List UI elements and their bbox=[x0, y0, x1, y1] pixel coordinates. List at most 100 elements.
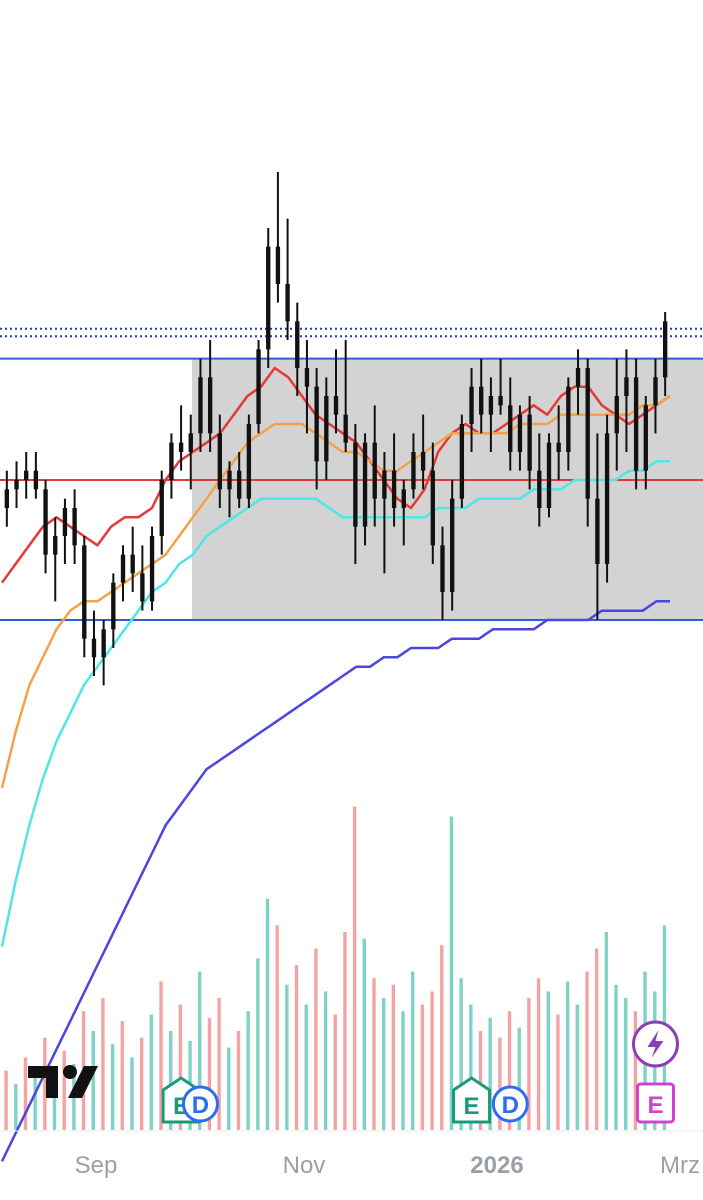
volume-bar bbox=[556, 1014, 560, 1130]
candle bbox=[246, 414, 252, 508]
tv-logo bbox=[28, 1065, 98, 1098]
candle-body bbox=[111, 582, 116, 630]
candle bbox=[430, 442, 435, 564]
candle bbox=[266, 228, 271, 368]
candle-body bbox=[420, 452, 426, 471]
candle bbox=[643, 396, 648, 490]
x-tick-label: Nov bbox=[283, 1152, 326, 1179]
volume-bar bbox=[624, 998, 628, 1130]
volume-bar bbox=[246, 1011, 250, 1130]
candle bbox=[101, 620, 106, 686]
dividend-label: D bbox=[192, 1092, 209, 1119]
volume-bar bbox=[585, 971, 589, 1130]
candle bbox=[295, 302, 300, 396]
candle-body bbox=[91, 638, 97, 658]
candle-body bbox=[449, 498, 455, 592]
volume-bar bbox=[285, 984, 289, 1130]
candle bbox=[479, 358, 484, 434]
earnings-label: E bbox=[464, 1093, 480, 1120]
volume-bar bbox=[536, 978, 541, 1130]
candle bbox=[33, 452, 39, 499]
candle bbox=[91, 610, 97, 676]
volume-bar bbox=[198, 971, 202, 1130]
volume-bar bbox=[14, 1083, 18, 1130]
candle bbox=[546, 433, 552, 518]
volume-bar bbox=[256, 958, 260, 1130]
candle-body bbox=[362, 442, 368, 527]
candle bbox=[662, 312, 668, 396]
candle-body bbox=[324, 396, 329, 462]
volume-bar bbox=[43, 1037, 47, 1130]
volume-bar bbox=[91, 1031, 95, 1130]
candle-body bbox=[401, 489, 406, 508]
candle-body bbox=[130, 554, 135, 574]
candle-body bbox=[120, 554, 126, 583]
volume-bar bbox=[352, 806, 357, 1130]
candle bbox=[304, 340, 310, 434]
volume-bar bbox=[130, 1057, 134, 1130]
candle bbox=[256, 340, 261, 434]
candle-body bbox=[585, 368, 590, 499]
candle-body bbox=[53, 536, 58, 555]
volume-bar bbox=[101, 998, 105, 1130]
candle bbox=[556, 405, 561, 480]
candle bbox=[575, 349, 581, 415]
candle bbox=[198, 358, 203, 452]
candle bbox=[411, 433, 416, 499]
candle bbox=[353, 424, 358, 564]
candle bbox=[517, 405, 523, 471]
candle bbox=[604, 414, 610, 583]
candle bbox=[527, 396, 532, 490]
candle bbox=[159, 470, 164, 555]
candle-body bbox=[440, 545, 445, 592]
candle bbox=[449, 480, 455, 611]
candle bbox=[633, 358, 639, 490]
candle bbox=[440, 526, 445, 620]
candle-body bbox=[295, 321, 300, 368]
candle bbox=[111, 573, 116, 648]
x-tick-label: 2026 bbox=[470, 1152, 523, 1179]
moving-average-3 bbox=[0, 600, 670, 1162]
volume-bar bbox=[333, 1014, 337, 1130]
candle-body bbox=[653, 377, 658, 406]
candle bbox=[595, 433, 600, 620]
flash-bolt bbox=[647, 1030, 664, 1058]
candle-body bbox=[237, 470, 242, 499]
candle-body bbox=[566, 386, 571, 452]
candle-body bbox=[140, 573, 145, 602]
volume-bar bbox=[323, 991, 328, 1130]
volume-bar bbox=[236, 1031, 241, 1130]
candle-body bbox=[391, 470, 397, 508]
earnings-upcoming-marker: E bbox=[635, 1082, 675, 1124]
volume-bar bbox=[633, 1011, 638, 1130]
candle bbox=[391, 433, 397, 527]
candle-body bbox=[72, 508, 77, 546]
candle-body bbox=[246, 424, 252, 499]
candle bbox=[333, 349, 339, 434]
candle-body bbox=[62, 508, 68, 536]
candle bbox=[82, 536, 87, 658]
dividend-icon bbox=[181, 1085, 219, 1123]
candle-body bbox=[343, 414, 348, 443]
tv-logo-mark-dot bbox=[63, 1065, 77, 1079]
candle bbox=[169, 433, 174, 499]
candle-body bbox=[459, 424, 465, 499]
candle bbox=[314, 368, 319, 490]
tv-logo-mark-t bbox=[28, 1066, 58, 1098]
candle-body bbox=[333, 396, 339, 415]
candle-body bbox=[14, 480, 19, 490]
candle-body bbox=[517, 414, 523, 452]
candle bbox=[508, 377, 513, 471]
candle bbox=[178, 405, 184, 471]
volume-bar bbox=[565, 981, 570, 1130]
candle-body bbox=[527, 414, 532, 471]
candle bbox=[140, 545, 145, 611]
volume-bar bbox=[362, 938, 367, 1130]
volume-bar bbox=[527, 998, 531, 1130]
volume-bar bbox=[498, 1037, 502, 1130]
candle bbox=[420, 414, 426, 490]
candle bbox=[188, 414, 193, 490]
volume-bar bbox=[62, 1050, 66, 1130]
volume-bar bbox=[420, 1004, 425, 1130]
